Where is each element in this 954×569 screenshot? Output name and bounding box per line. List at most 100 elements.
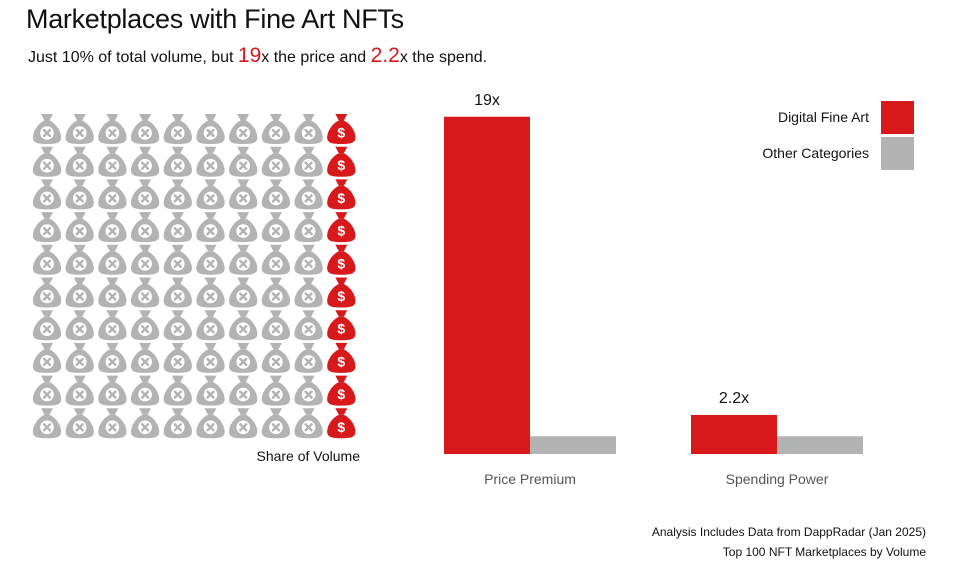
money-bag-x-icon	[32, 146, 62, 177]
chart-subtitle: Just 10% of total volume, but 19x the pr…	[28, 44, 487, 68]
money-bag-x-icon	[65, 244, 94, 275]
money-bag-x-icon	[196, 146, 225, 177]
money-bag-x-icon	[196, 375, 225, 406]
legend-item-fine-art: Digital Fine Art	[762, 100, 914, 134]
money-bag-x-icon	[163, 212, 192, 243]
money-bag-x-icon	[196, 342, 225, 373]
money-bag-x-icon	[65, 146, 94, 177]
money-bag-x-icon	[163, 146, 192, 177]
money-bag-x-icon	[130, 375, 160, 406]
money-bag-x-icon	[65, 114, 94, 144]
money-bag-x-icon	[130, 146, 160, 177]
money-bag-dollar-icon: $	[327, 310, 356, 341]
money-bag-x-icon	[229, 179, 258, 210]
money-bag-x-icon	[261, 114, 291, 144]
money-bag-x-icon	[261, 146, 291, 177]
legend-swatch-fine-art	[881, 100, 914, 134]
money-bag-x-icon	[32, 114, 62, 144]
category-label-0: Price Premium	[484, 471, 576, 487]
money-bag-x-icon	[98, 310, 127, 341]
legend: Digital Fine Art Other Categories	[762, 100, 914, 172]
money-bag-x-icon	[196, 310, 225, 341]
chart-title: Marketplaces with Fine Art NFTs	[26, 4, 404, 34]
legend-label-fine-art: Digital Fine Art	[777, 109, 869, 125]
money-bag-dollar-icon: $	[327, 114, 356, 144]
money-bag-x-icon	[32, 342, 62, 373]
money-bag-x-icon	[98, 146, 127, 177]
money-bag-x-icon	[98, 212, 127, 243]
money-bag-dollar-icon: $	[327, 375, 356, 406]
money-bag-x-icon	[261, 179, 291, 210]
money-bag-x-icon	[65, 310, 94, 341]
money-bag-x-icon	[98, 375, 127, 406]
bar-value-label-0: 19x	[474, 92, 500, 109]
money-bag-x-icon	[32, 375, 62, 406]
money-bag-x-icon	[229, 114, 258, 144]
money-bag-x-icon	[294, 146, 323, 177]
legend-item-other: Other Categories	[762, 136, 914, 170]
money-bag-x-icon	[196, 408, 225, 439]
bar-chart: 19x Price Premium 2.2x Spending Power	[444, 92, 863, 487]
money-bag-x-icon	[163, 114, 192, 144]
money-bag-x-icon	[261, 375, 291, 406]
money-bag-x-icon	[229, 212, 258, 243]
subtitle-text-3: x the spend.	[399, 49, 488, 66]
bar-other-0	[530, 436, 616, 454]
money-bag-x-icon	[32, 310, 62, 341]
money-bag-x-icon	[196, 277, 225, 308]
money-bag-x-icon	[229, 146, 258, 177]
source-note: Analysis Includes Data from DappRadar (J…	[651, 525, 926, 539]
category-label-1: Spending Power	[726, 471, 829, 487]
money-bag-dollar-icon: $	[327, 212, 356, 243]
money-bag-x-icon	[229, 375, 258, 406]
money-bag-x-icon	[65, 408, 94, 439]
money-bag-x-icon	[229, 244, 258, 275]
money-bag-x-icon	[261, 342, 291, 373]
money-bag-dollar-icon: $	[327, 277, 356, 308]
money-bag-x-icon	[98, 244, 127, 275]
money-bag-dollar-icon: $	[327, 244, 356, 275]
money-bag-x-icon	[130, 179, 160, 210]
money-bag-x-icon	[294, 179, 323, 210]
svg-text:$: $	[337, 223, 345, 239]
subtitle-highlight-spend: 2.2	[370, 44, 400, 67]
money-bag-x-icon	[98, 114, 127, 144]
money-bag-x-icon	[294, 408, 323, 439]
money-bag-x-icon	[229, 277, 258, 308]
svg-text:$: $	[337, 157, 345, 173]
legend-label-other: Other Categories	[762, 145, 869, 161]
money-bag-x-icon	[294, 277, 323, 308]
money-bag-x-icon	[261, 408, 291, 439]
money-bag-x-icon	[130, 244, 160, 275]
money-bag-x-icon	[32, 408, 62, 439]
subtitle-highlight-price: 19	[237, 44, 262, 67]
money-bag-x-icon	[294, 244, 323, 275]
money-bag-x-icon	[163, 277, 192, 308]
money-bag-x-icon	[261, 310, 291, 341]
money-bag-x-icon	[294, 114, 323, 144]
money-bag-x-icon	[294, 375, 323, 406]
svg-text:$: $	[337, 288, 345, 304]
money-bag-x-icon	[65, 212, 94, 243]
money-bag-x-icon	[196, 212, 225, 243]
money-bag-x-icon	[98, 342, 127, 373]
money-bag-x-icon	[130, 277, 160, 308]
money-bag-x-icon	[130, 212, 160, 243]
money-bag-x-icon	[261, 277, 291, 308]
svg-text:$: $	[337, 190, 345, 206]
money-bag-x-icon	[130, 408, 160, 439]
money-bag-x-icon	[294, 212, 323, 243]
money-bag-x-icon	[229, 310, 258, 341]
money-bag-x-icon	[229, 408, 258, 439]
money-bag-x-icon	[196, 244, 225, 275]
money-bag-x-icon	[261, 212, 291, 243]
money-bag-x-icon	[229, 342, 258, 373]
svg-text:$: $	[337, 386, 345, 402]
waffle-xlabel: Share of Volume	[256, 448, 360, 464]
money-bag-dollar-icon: $	[327, 408, 356, 439]
money-bag-x-icon	[163, 179, 192, 210]
money-bag-x-icon	[196, 114, 225, 144]
svg-text:$: $	[337, 255, 345, 271]
money-bag-x-icon	[163, 244, 192, 275]
bar-value-label-1: 2.2x	[719, 390, 749, 407]
